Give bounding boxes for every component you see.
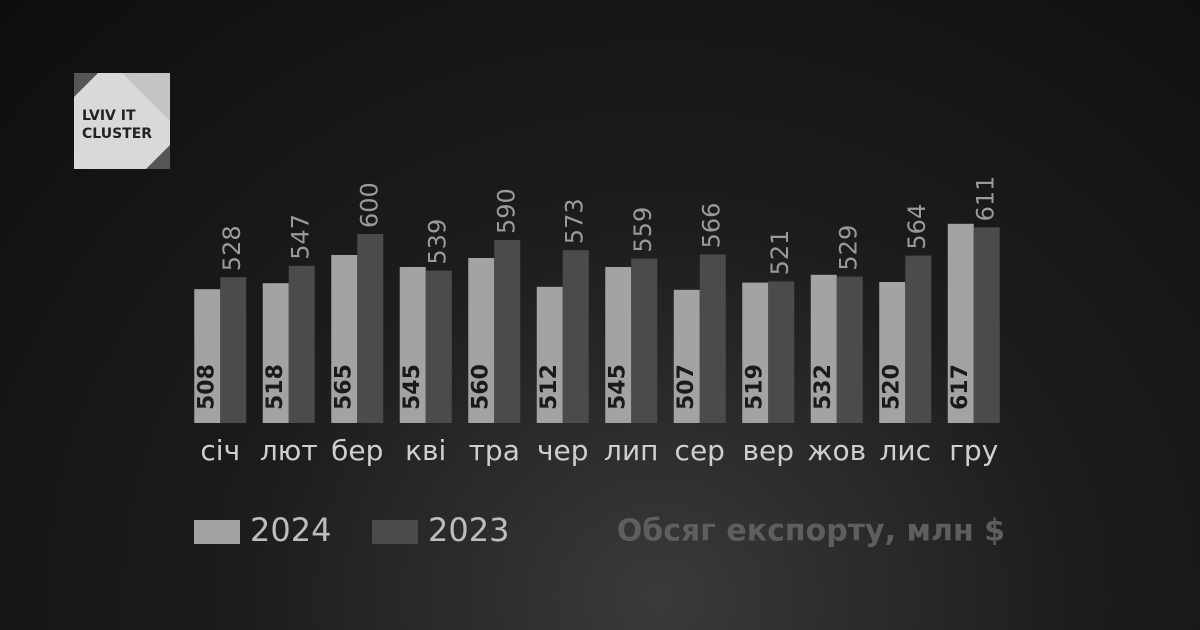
value-label: 508 bbox=[194, 364, 219, 410]
x-tick-label: січ bbox=[200, 434, 240, 467]
logo-facet bbox=[122, 73, 170, 121]
subtitle: Обсяг експорту, млн $ bbox=[617, 514, 1005, 549]
bar bbox=[262, 283, 289, 423]
value-label: 547 bbox=[287, 214, 315, 260]
logo-text: LVIV IT bbox=[82, 108, 136, 124]
bar bbox=[536, 286, 563, 423]
logo-corner bbox=[74, 73, 98, 97]
bar bbox=[973, 227, 1000, 423]
legend-swatch bbox=[372, 520, 418, 544]
bar bbox=[905, 255, 932, 423]
bar bbox=[425, 270, 452, 423]
value-label: 590 bbox=[492, 188, 520, 234]
legend-swatch bbox=[194, 520, 240, 544]
value-label: 521 bbox=[766, 230, 794, 276]
bar bbox=[220, 277, 247, 423]
value-label: 507 bbox=[674, 364, 699, 410]
logo-text: CLUSTER bbox=[82, 126, 152, 142]
bar bbox=[399, 267, 426, 423]
value-label: 600 bbox=[355, 182, 383, 228]
x-tick-label: жов bbox=[807, 434, 866, 467]
bar bbox=[562, 250, 589, 423]
value-label: 573 bbox=[561, 198, 589, 244]
value-label: 528 bbox=[218, 225, 246, 271]
bar bbox=[879, 282, 906, 423]
value-label: 519 bbox=[742, 364, 767, 410]
value-label: 566 bbox=[698, 203, 726, 249]
value-label: 520 bbox=[879, 364, 904, 410]
bar bbox=[605, 267, 632, 423]
logo: LVIV IT CLUSTER bbox=[74, 73, 170, 169]
bar bbox=[194, 289, 221, 423]
x-tick-label: лис bbox=[880, 434, 932, 467]
value-label: 611 bbox=[972, 176, 1000, 222]
value-label: 545 bbox=[400, 364, 425, 410]
x-tick-label: сер bbox=[675, 434, 725, 467]
x-tick-label: чер bbox=[537, 434, 589, 467]
x-tick-label: вер bbox=[742, 434, 794, 467]
bar bbox=[357, 234, 384, 423]
bar bbox=[468, 258, 495, 423]
value-label: 565 bbox=[331, 364, 356, 410]
x-tick-label: лют bbox=[260, 434, 318, 467]
value-label: 564 bbox=[903, 204, 931, 250]
bar bbox=[699, 254, 726, 423]
x-tick-label: лип bbox=[604, 434, 658, 467]
logo-corner bbox=[146, 145, 170, 169]
value-label: 512 bbox=[537, 364, 562, 410]
bar bbox=[631, 258, 658, 423]
value-label: 539 bbox=[424, 219, 452, 265]
bar bbox=[947, 223, 974, 423]
x-tick-label: кві bbox=[405, 434, 446, 467]
x-tick-label: гру bbox=[949, 434, 998, 467]
x-tick-label: тра bbox=[469, 434, 520, 467]
bar bbox=[768, 281, 795, 423]
value-label: 559 bbox=[629, 207, 657, 253]
x-tick-label: бер bbox=[331, 434, 383, 467]
bar bbox=[810, 274, 837, 423]
legend-label: 2023 bbox=[428, 511, 509, 549]
value-label: 617 bbox=[948, 364, 973, 410]
value-label: 560 bbox=[468, 364, 493, 410]
bar bbox=[673, 289, 700, 423]
value-label: 545 bbox=[605, 364, 630, 410]
bar bbox=[288, 265, 315, 423]
legend-label: 2024 bbox=[250, 511, 331, 549]
bar bbox=[331, 255, 358, 423]
bar bbox=[494, 240, 521, 423]
value-label: 529 bbox=[835, 225, 863, 271]
value-label: 532 bbox=[811, 364, 836, 410]
bar bbox=[836, 276, 863, 423]
value-label: 518 bbox=[263, 364, 288, 410]
bar bbox=[742, 282, 769, 423]
